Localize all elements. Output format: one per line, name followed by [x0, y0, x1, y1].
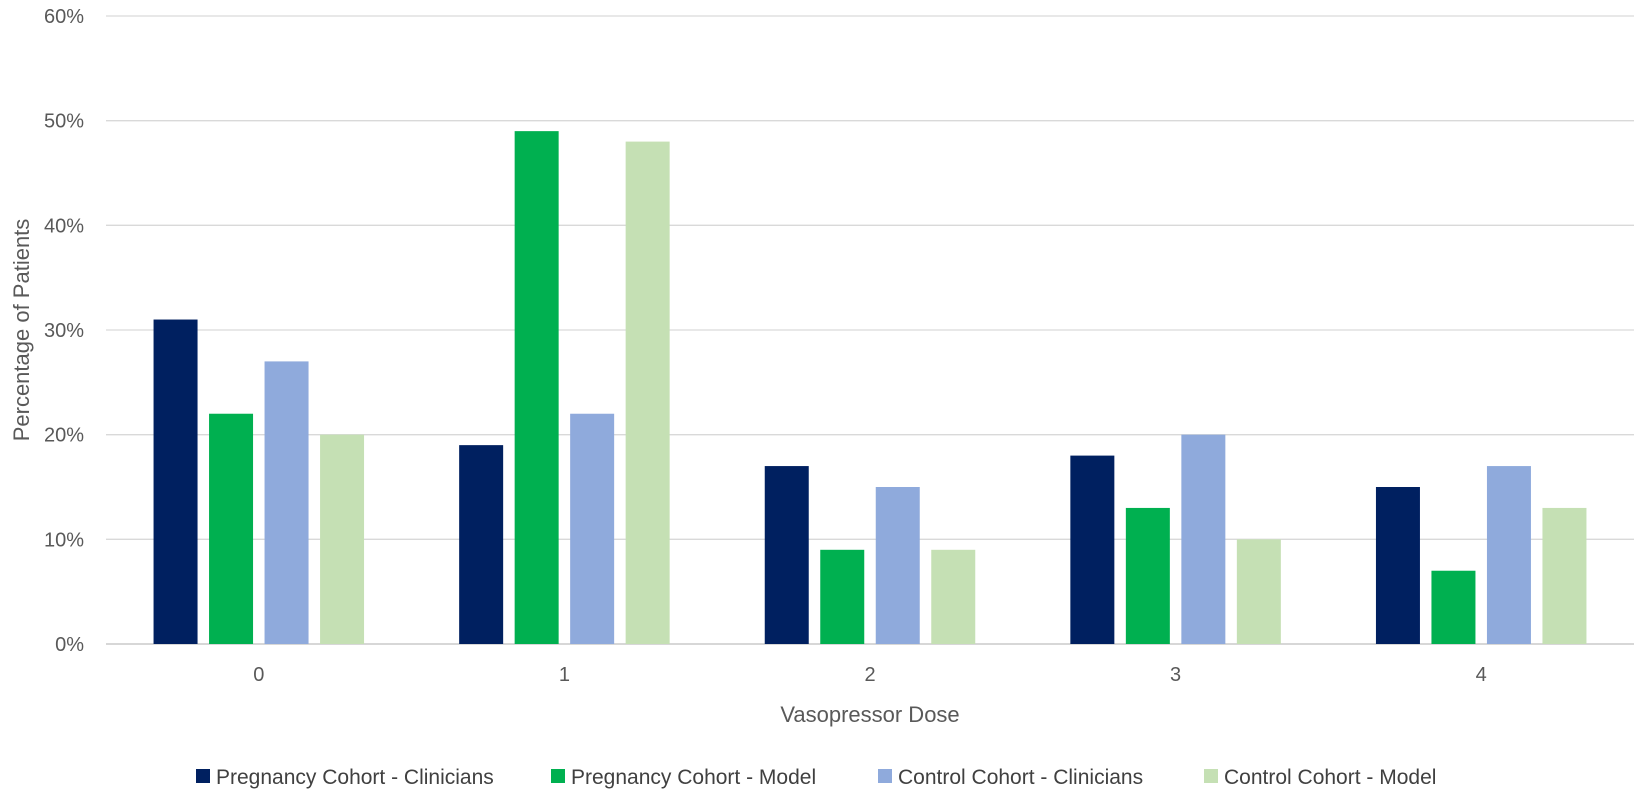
x-tick-label: 2 — [864, 664, 875, 686]
y-axis-ticks: 0% 10% 20% 30% 40% 50% 60% — [44, 6, 84, 656]
bar-2-3 — [1125, 507, 1170, 644]
y-tick-label: 50% — [44, 111, 84, 133]
bar-4-4 — [1542, 507, 1587, 644]
y-tick-label: 40% — [44, 215, 84, 237]
legend-item: Control Cohort - Clinicians — [878, 766, 1143, 789]
x-tick-label: 4 — [1476, 664, 1487, 686]
legend-item: Control Cohort - Model — [1204, 766, 1436, 789]
bar-2-4 — [1431, 570, 1476, 644]
legend-swatch — [878, 769, 892, 783]
legend-label: Pregnancy Cohort - Clinicians — [216, 766, 494, 789]
legend-label: Pregnancy Cohort - Model — [571, 766, 816, 789]
x-axis-ticks: 0 1 2 3 4 — [253, 664, 1487, 686]
bar-1-1 — [459, 445, 504, 644]
bar-2-1 — [514, 131, 559, 645]
legend: Pregnancy Cohort - Clinicians Pregnancy C… — [196, 766, 1436, 789]
y-tick-label: 20% — [44, 425, 84, 447]
bar-2-0 — [209, 413, 254, 644]
legend-item: Pregnancy Cohort - Model — [551, 766, 816, 789]
bar-4-0 — [320, 434, 365, 644]
bar-3-2 — [875, 487, 920, 644]
y-axis-title: Percentage of Patients — [9, 219, 34, 442]
bar-1-3 — [1070, 455, 1115, 644]
legend-label: Control Cohort - Model — [1224, 766, 1436, 789]
legend-swatch — [196, 769, 210, 783]
legend-label: Control Cohort - Clinicians — [898, 766, 1143, 789]
y-tick-label: 10% — [44, 529, 84, 551]
x-tick-label: 3 — [1170, 664, 1181, 686]
bar-4-1 — [625, 141, 670, 644]
bar-3-1 — [570, 413, 615, 644]
bar-1-2 — [764, 466, 809, 644]
y-tick-label: 0% — [55, 634, 84, 656]
y-tick-label: 30% — [44, 320, 84, 342]
legend-item: Pregnancy Cohort - Clinicians — [196, 766, 494, 789]
legend-swatch — [1204, 769, 1218, 783]
x-tick-label: 1 — [559, 664, 570, 686]
bar-3-4 — [1486, 466, 1531, 644]
bar-3-3 — [1181, 434, 1226, 644]
x-tick-label: 0 — [253, 664, 264, 686]
bar-1-4 — [1375, 487, 1420, 644]
y-tick-label: 60% — [44, 6, 84, 28]
legend-swatch — [551, 769, 565, 783]
bar-2-2 — [820, 549, 865, 644]
bar-4-3 — [1236, 539, 1281, 644]
bars — [153, 131, 1587, 645]
bar-4-2 — [931, 549, 976, 644]
bar-3-0 — [264, 361, 309, 644]
x-axis-title: Vasopressor Dose — [780, 702, 959, 727]
bar-1-0 — [153, 319, 198, 644]
